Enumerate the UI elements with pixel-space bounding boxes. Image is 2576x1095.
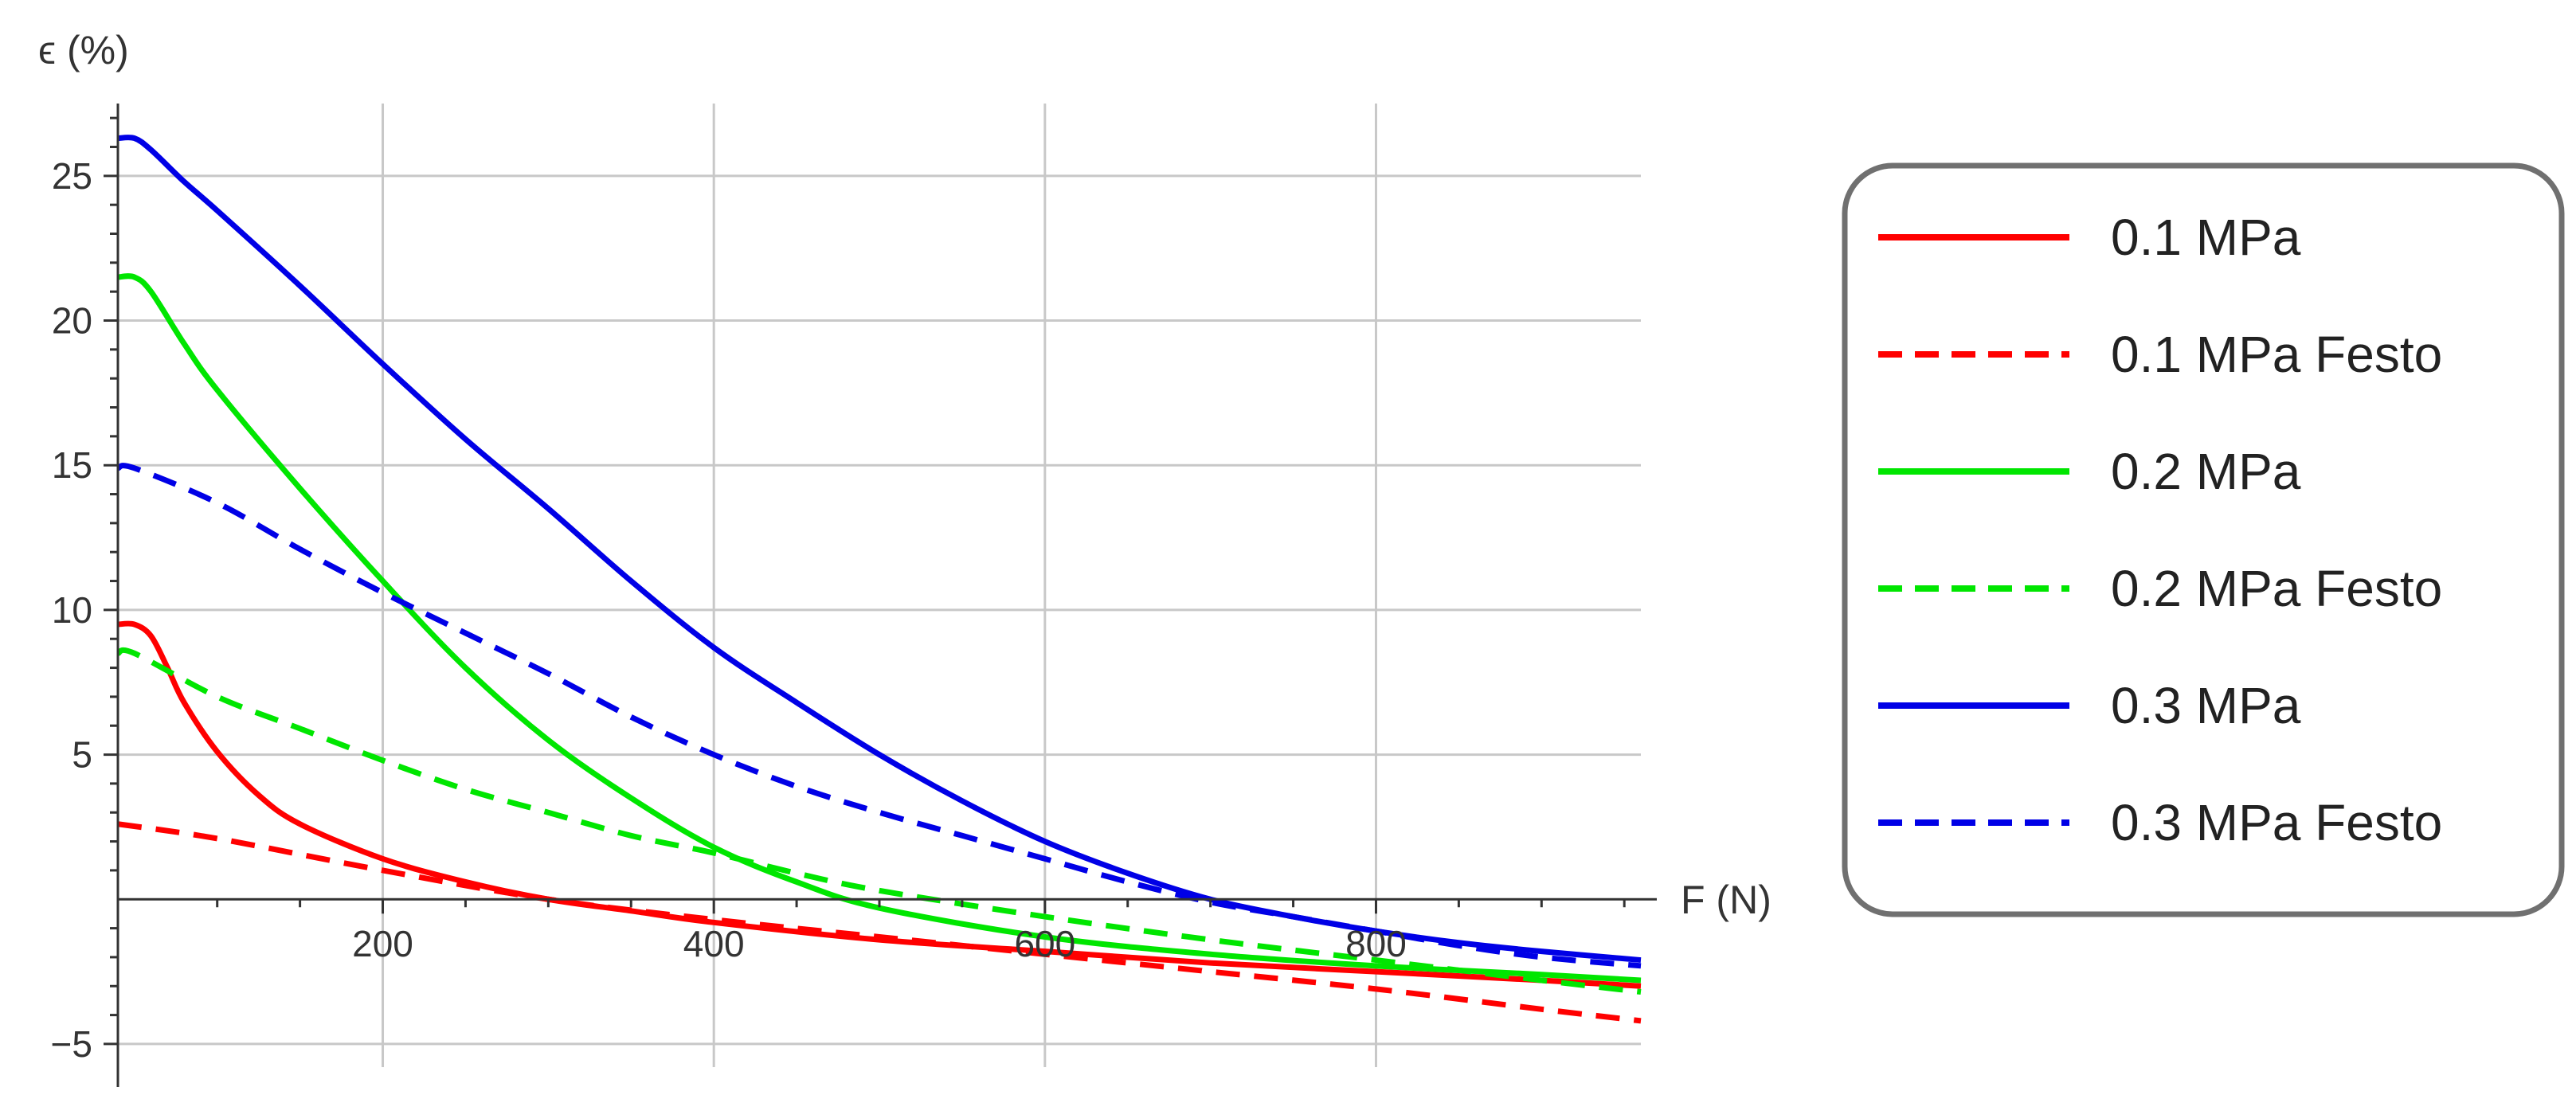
ticks: 200 400 600 800 −5 5 10 15 20 25: [51, 116, 1626, 1065]
series-line-2: [117, 821, 1642, 1024]
y-tick-label-minus-5: −5: [51, 1023, 92, 1065]
y-tick-label-10: 10: [52, 589, 92, 631]
y-tick-label-5: 5: [72, 734, 92, 776]
curves: [116, 135, 1642, 1024]
series-line-1: [117, 620, 1642, 989]
x-tick-label-800: 800: [1345, 923, 1407, 964]
legend-label-1: 0.1 MPa: [2111, 209, 2301, 266]
series-line-4: [116, 647, 1642, 995]
x-tick-label-400: 400: [683, 923, 745, 964]
x-tick-label-200: 200: [352, 923, 413, 964]
y-tick-label-15: 15: [52, 444, 92, 486]
legend-label-5: 0.3 MPa: [2111, 677, 2301, 734]
legend-frame: [1842, 162, 2565, 917]
grid: [118, 104, 1641, 1067]
legend-label-3: 0.2 MPa: [2111, 443, 2301, 500]
series-line-3: [117, 273, 1642, 984]
legend: 0.1 MPa 0.1 MPa Festo 0.2 MPa 0.2 MPa Festo…: [1842, 162, 2565, 917]
y-tick-label-20: 20: [52, 300, 92, 342]
legend-label-4: 0.2 MPa Festo: [2111, 560, 2442, 617]
legend-entries: 0.1 MPa 0.1 MPa Festo 0.2 MPa 0.2 MPa Festo…: [1878, 209, 2442, 851]
series-line-5: [117, 135, 1642, 964]
legend-label-2: 0.1 MPa Festo: [2111, 326, 2442, 383]
y-tick-label-25: 25: [52, 155, 92, 197]
x-axis-label: F (N): [1681, 878, 1771, 922]
series-line-6: [116, 463, 1642, 969]
legend-label-6: 0.3 MPa Festo: [2111, 794, 2442, 851]
x-tick-label-600: 600: [1014, 923, 1075, 964]
y-axis-label: ϵ (%): [38, 28, 129, 72]
axes: [116, 104, 1657, 1087]
